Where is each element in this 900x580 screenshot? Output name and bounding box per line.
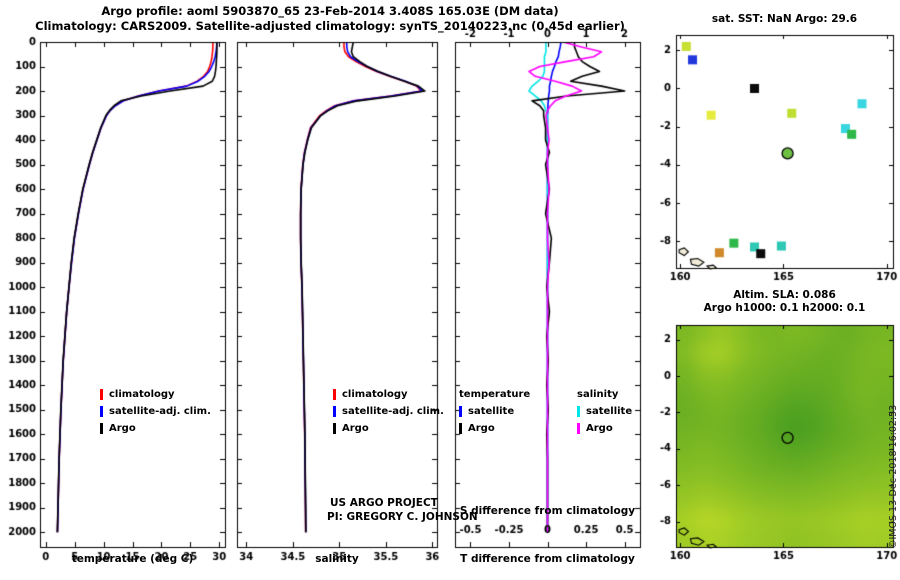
diff-temperature-legend: temperature satellite Argo <box>459 386 530 437</box>
temperature-legend: climatology satellite-adj. clim. Argo <box>100 386 211 437</box>
t-difference-axis-label: T difference from climatology <box>460 553 635 565</box>
legend-label: Argo <box>586 423 613 434</box>
legend-label: Argo <box>468 423 495 434</box>
argo-t-line-swatch <box>459 423 462 434</box>
legend-label: satellite-adj. clim. <box>342 406 444 417</box>
legend-label: climatology <box>342 389 408 400</box>
legend-item-argo-s: Argo <box>577 420 632 437</box>
project-credit-line1: US ARGO PROJECT <box>330 497 438 509</box>
climatology-line-swatch <box>100 389 103 400</box>
sla-map-title-line2: Argo h1000: 0.1 h2000: 0.1 <box>703 302 866 314</box>
figure-title-line2: Climatology: CARS2009. Satellite-adjuste… <box>35 19 625 33</box>
legend-group-title: temperature <box>459 386 530 403</box>
figure-title-line1: Argo profile: aoml 5903870_65 23-Feb-201… <box>101 4 559 18</box>
legend-item-satellite-s: satellite <box>577 403 632 420</box>
legend-item-climatology: climatology <box>333 386 444 403</box>
project-credit-line2: PI: GREGORY C. JOHNSON <box>327 511 478 523</box>
s-difference-axis-label: S difference from climatology <box>459 505 636 517</box>
argo-s-line-swatch <box>577 423 580 434</box>
legend-label: Argo <box>342 423 369 434</box>
legend-item-satellite-adj: satellite-adj. clim. <box>100 403 211 420</box>
legend-label: satellite <box>468 406 515 417</box>
salinity-legend: climatology satellite-adj. clim. Argo <box>333 386 444 437</box>
salinity-axis-label: salinity <box>315 553 359 565</box>
satellite-adj-line-swatch <box>333 406 336 417</box>
legend-item-argo: Argo <box>100 420 211 437</box>
legend-group-title: salinity <box>577 386 632 403</box>
satellite-s-line-swatch <box>577 406 580 417</box>
temperature-axis-label: temperature (deg C) <box>71 553 194 565</box>
imos-timestamp-watermark: ©IMOS 13-Dec-2018 16:02:53 <box>888 404 899 549</box>
legend-item-argo-t: Argo <box>459 420 530 437</box>
sla-map-title-line1: Altim. SLA: 0.086 <box>733 289 836 301</box>
satellite-t-line-swatch <box>459 406 462 417</box>
legend-item-climatology: climatology <box>100 386 211 403</box>
legend-item-argo: Argo <box>333 420 444 437</box>
legend-label: climatology <box>109 389 175 400</box>
legend-item-satellite-adj: satellite-adj. clim. <box>333 403 444 420</box>
legend-title: temperature <box>459 389 531 400</box>
satellite-adj-line-swatch <box>100 406 103 417</box>
argo-line-swatch <box>100 423 103 434</box>
diff-salinity-legend: salinity satellite Argo <box>577 386 632 437</box>
sst-map-title: sat. SST: NaN Argo: 29.6 <box>711 13 858 25</box>
argo-line-swatch <box>333 423 336 434</box>
legend-label: Argo <box>109 423 136 434</box>
legend-label: satellite-adj. clim. <box>109 406 211 417</box>
climatology-line-swatch <box>333 389 336 400</box>
legend-item-satellite-t: satellite <box>459 403 530 420</box>
legend-title: salinity <box>577 389 619 400</box>
legend-label: satellite <box>586 406 633 417</box>
